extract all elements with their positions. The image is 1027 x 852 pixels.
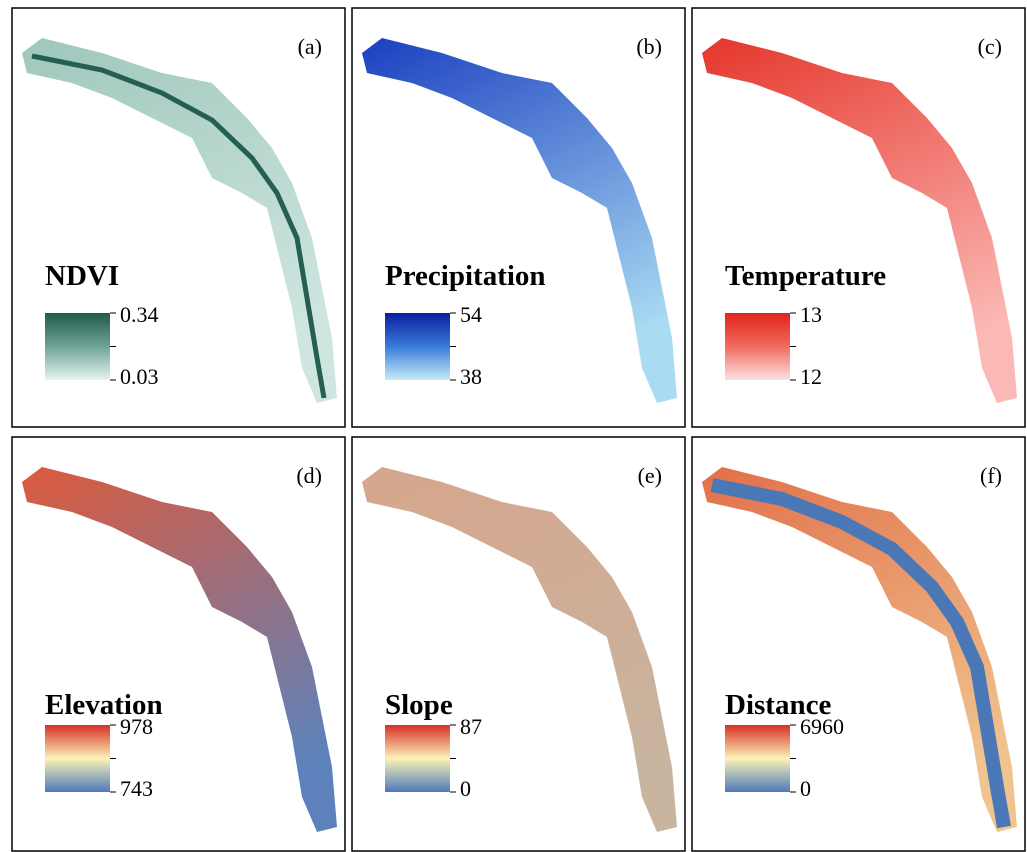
legend-min: 0 [800,776,811,801]
legend-min: 0 [460,776,471,801]
legend-max: 6960 [800,714,844,739]
legend-bar [45,725,110,792]
map-panel: (b) Precipitation 54 38 [351,7,686,428]
legend-min: 743 [120,776,153,801]
legend-max: 13 [800,302,822,327]
map-panel: (c) Temperature 13 12 [691,7,1026,428]
panel-title: NDVI [45,260,119,292]
legend-bar [45,313,110,380]
panel-title: Slope [385,689,453,721]
panel-label: (e) [638,463,662,488]
panel-title: Temperature [725,260,886,292]
map-panel: (e) Slope 87 0 [351,436,686,852]
panel-label: (a) [298,34,322,59]
panel-label: (d) [296,463,322,488]
panel-label: (b) [636,34,662,59]
legend-bar [725,313,790,380]
legend-min: 38 [460,364,482,389]
legend-min: 0.03 [120,364,159,389]
panel-title: Precipitation [385,260,546,292]
legend-bar [725,725,790,792]
legend-bar [385,725,450,792]
legend-max: 0.34 [120,302,159,327]
panel-title: Elevation [45,689,163,721]
panel-title: Distance [725,689,831,721]
panel-label: (f) [980,463,1002,488]
legend-min: 12 [800,364,822,389]
legend-bar [385,313,450,380]
panel-label: (c) [978,34,1002,59]
legend-max: 54 [460,302,482,327]
legend-max: 87 [460,714,482,739]
legend-max: 978 [120,714,153,739]
